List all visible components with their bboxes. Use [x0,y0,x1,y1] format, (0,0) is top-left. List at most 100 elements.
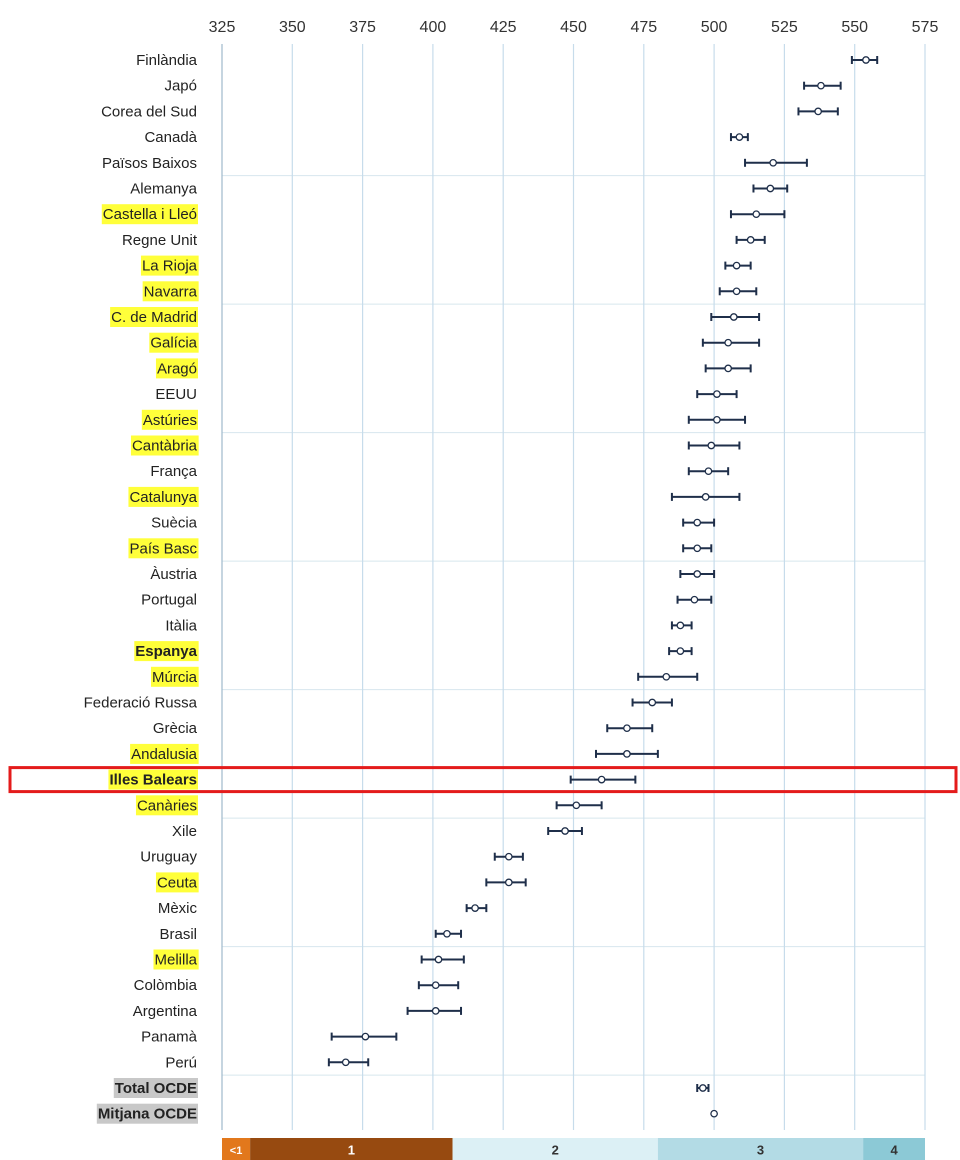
label-highlight [128,486,199,507]
marker [676,621,685,630]
x-tick-label: 550 [841,19,868,36]
level-label: 3 [757,1142,764,1157]
category-label-group: Itàlia [165,617,197,634]
marker [341,1058,350,1067]
category-label-group: Illes Balears [108,769,198,790]
category-label: Mèxic [158,900,198,917]
label-highlight [153,949,199,970]
x-tick-label: 525 [771,19,798,36]
marker [724,338,733,347]
category-label-group: França [150,463,197,480]
marker [729,313,738,321]
level-band [250,1138,453,1160]
marker [724,364,733,373]
label-highlight [130,743,199,764]
category-label: La Rioja [142,258,198,275]
label-highlight [101,204,198,225]
category-label: Regne Unit [122,232,198,249]
marker [561,827,569,835]
category-label: França [150,463,197,480]
category-label: Grècia [153,720,198,737]
level-label: 4 [890,1142,898,1157]
x-tick-label: 375 [349,19,376,36]
marker [699,1084,707,1092]
x-tick-label: 450 [560,19,587,36]
category-label-group: Canadà [144,129,197,146]
category-label-group: Melilla [153,949,199,970]
category-label-group: Canàries [135,795,198,816]
x-tick-label: 425 [490,19,517,36]
category-label-group: País Basc [128,538,199,559]
label-highlight [113,1078,198,1098]
marker [713,390,721,398]
category-label: Cantàbria [132,437,198,454]
category-label-group: Xile [172,823,197,840]
category-label-group: Portugal [141,592,197,609]
marker [431,1007,440,1015]
category-label: Ceuta [157,874,198,891]
category-label-group: Federació Russa [84,694,198,711]
marker [713,415,721,424]
label-highlight [149,332,199,353]
category-label: Canàries [137,797,197,814]
label-highlight [155,872,199,893]
category-label-group: Mèxic [158,900,198,917]
x-tick-label: 575 [912,19,939,36]
marker [766,184,775,193]
marker [732,261,741,270]
marker [431,981,440,990]
category-label: Perú [165,1054,197,1071]
category-label-group: Colòmbia [134,977,198,994]
level-band [657,1138,864,1160]
marker [769,158,778,167]
category-label-group: Castella i Lleó [101,204,198,225]
category-label: Corea del Sud [101,103,197,120]
category-label: Catalunya [129,489,197,506]
marker [676,647,685,655]
category-label: Itàlia [165,617,197,634]
category-label-group: Grècia [153,720,198,737]
category-label: Portugal [141,592,197,609]
marker [752,210,761,219]
level-band [452,1138,658,1160]
label-highlight [108,769,198,790]
category-label-group: Panamà [141,1029,198,1046]
category-label: Àustria [150,566,197,583]
category-label-group: Països Baixos [102,155,197,172]
marker [623,724,631,733]
marker [648,698,657,707]
x-tick-label: 475 [630,19,657,36]
category-label-group: Espanya [134,641,199,662]
category-label: Espanya [135,643,197,660]
category-label-group: Ceuta [155,872,199,893]
category-label: C. de Madrid [111,309,197,326]
marker [735,133,744,141]
label-highlight [141,409,198,430]
category-label: Uruguay [140,849,197,866]
level-label: 1 [348,1142,355,1157]
category-label: Brasil [159,926,197,943]
level-band [863,1138,925,1160]
marker [690,595,699,604]
category-label: Xile [172,823,197,840]
marker [597,775,606,784]
category-label: Suècia [151,515,198,532]
category-label-group: Finlàndia [136,52,198,69]
category-label-group: Perú [165,1054,197,1071]
label-highlight [96,1103,198,1124]
category-label-group: Aragó [155,358,198,379]
label-highlight [130,435,199,456]
marker [443,929,451,938]
label-highlight [142,281,199,302]
marker [746,236,755,244]
marker [693,570,702,578]
category-label-group: Total OCDE [113,1078,198,1098]
x-tick-label: 325 [209,19,236,36]
category-label-group: Alemanya [130,180,197,197]
category-label-group: La Rioja [140,255,199,276]
category-label: Astúries [143,412,197,429]
category-label-group: Mitjana OCDE [96,1103,198,1124]
x-tick-label: 500 [701,19,728,36]
category-label-group: Regne Unit [122,232,198,249]
